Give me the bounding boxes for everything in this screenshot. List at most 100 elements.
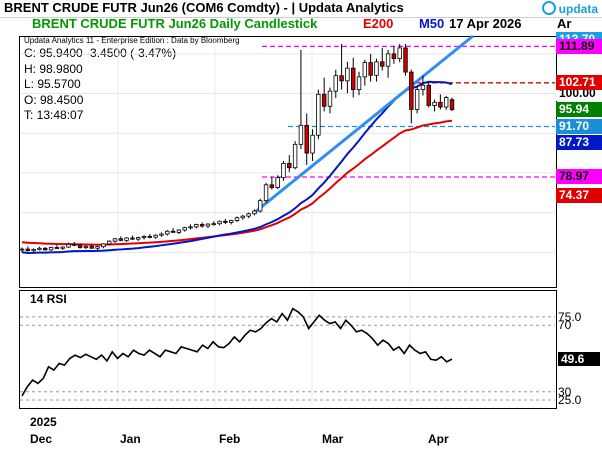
candle-body <box>31 249 36 252</box>
candle-body <box>327 90 333 107</box>
candle-body <box>252 210 257 215</box>
rsi-line-group <box>21 307 453 397</box>
month-dec: Dec <box>30 432 53 446</box>
candle-body <box>159 233 164 236</box>
candle-body <box>199 224 205 227</box>
candle-body <box>432 101 437 106</box>
candle-body <box>403 47 408 73</box>
candle-body <box>141 235 147 238</box>
price-label: 91.70 <box>556 118 602 134</box>
candle-body <box>281 162 286 179</box>
rsi-panel-frame <box>19 290 557 409</box>
candle-body <box>362 62 368 78</box>
candle-body <box>380 61 385 67</box>
candle-body <box>118 238 123 241</box>
updata-logo-text: updata <box>558 2 598 16</box>
candle-body <box>165 230 170 235</box>
e200-line <box>21 119 453 246</box>
candle-body <box>385 53 391 67</box>
rsi-axis-label: 75.0 <box>558 309 582 324</box>
ohlc-info: Updata Analytics 11 - Enterprise Edition… <box>24 36 240 124</box>
candle-body <box>60 246 65 249</box>
candle-body <box>420 84 426 90</box>
updata-logo-icon <box>541 1 556 15</box>
candle-body <box>333 75 338 92</box>
price-label: 95.94 <box>556 102 602 118</box>
chart-date: 17 Apr 2026 <box>449 16 522 31</box>
candle-body <box>182 227 187 231</box>
candle-body <box>205 223 211 227</box>
candle-body <box>438 101 443 108</box>
candle-body <box>147 235 153 238</box>
trendline-group <box>253 34 474 214</box>
price-grid <box>20 37 555 406</box>
rsi-grid <box>20 316 555 401</box>
candle-body <box>409 71 414 110</box>
candle-body <box>77 244 83 248</box>
candle-body <box>176 229 182 233</box>
price-label: 74.37 <box>556 187 602 203</box>
candle-body <box>211 223 216 226</box>
month-mar: Mar <box>322 432 344 446</box>
candle-body <box>37 247 42 250</box>
candle-body <box>345 67 350 82</box>
moving-averages <box>21 80 453 255</box>
rsi-title: 14 RSI <box>30 292 67 306</box>
source-line: Updata Analytics 11 - Enterprise Edition… <box>24 36 240 45</box>
candle-body <box>310 134 315 154</box>
candle-body <box>263 184 269 202</box>
window-title: BRENT CRUDE FUTR Jun26 (COM6 Comdty) - |… <box>4 0 404 15</box>
rsi-axis-label: 25.0 <box>558 393 582 407</box>
horizontal-levels <box>262 45 555 178</box>
candle-body <box>426 84 431 106</box>
candle-body <box>153 234 158 238</box>
candle-body <box>304 124 309 154</box>
candle-body <box>258 200 263 212</box>
price-label: 111.89 <box>556 38 602 54</box>
candle-body <box>101 243 106 248</box>
rsi-axis-label: 70 <box>558 318 572 333</box>
candle-body <box>356 76 362 90</box>
candle-body <box>292 143 298 169</box>
rsi-line <box>21 307 453 397</box>
candle-body <box>339 75 344 82</box>
candle-body <box>170 230 176 233</box>
price-label: 102.71 <box>556 75 602 91</box>
candle-body <box>83 245 89 248</box>
open-line: O: 98.4500 <box>24 92 84 107</box>
price-label: 78.97 <box>556 169 602 185</box>
trendline <box>253 34 474 214</box>
m50-legend: M50 <box>418 16 445 31</box>
candle-body <box>298 124 304 145</box>
candle-body <box>374 61 379 76</box>
time-line: T: 13:48:07 <box>24 108 84 122</box>
candle-body <box>66 243 71 248</box>
candle-body <box>130 237 135 240</box>
candle-body <box>321 93 327 107</box>
candle-body <box>414 89 420 110</box>
candle-body <box>188 226 193 229</box>
close-line: C: 95.9400 -3.4500 (-3.47%) <box>24 46 177 60</box>
high-line: H: 98.9800 <box>24 61 83 76</box>
price-panel-frame <box>19 36 557 288</box>
candle-body <box>316 93 321 136</box>
e200-legend: E200 <box>362 16 394 31</box>
candle-body <box>72 243 77 246</box>
candle-body <box>287 162 292 169</box>
candle-body <box>43 247 48 251</box>
updata-logo: updata <box>541 1 598 16</box>
chart-legend: BRENT CRUDE FUTR Jun26 Daily Candlestick… <box>32 16 450 31</box>
candle-body <box>48 247 54 251</box>
candle-body <box>443 97 449 108</box>
candle-body <box>368 62 373 76</box>
rsi-axis-label: 49.6 <box>558 352 600 367</box>
candle-body <box>54 247 60 249</box>
year-label: 2025 <box>30 415 57 429</box>
candle-body <box>194 224 199 228</box>
candle-body <box>269 184 275 188</box>
price-label: 87.73 <box>556 134 602 150</box>
candle-body <box>223 220 228 223</box>
candle-body <box>240 215 246 219</box>
rsi-axis-label: 30 <box>558 384 572 399</box>
candle-body <box>449 99 455 111</box>
